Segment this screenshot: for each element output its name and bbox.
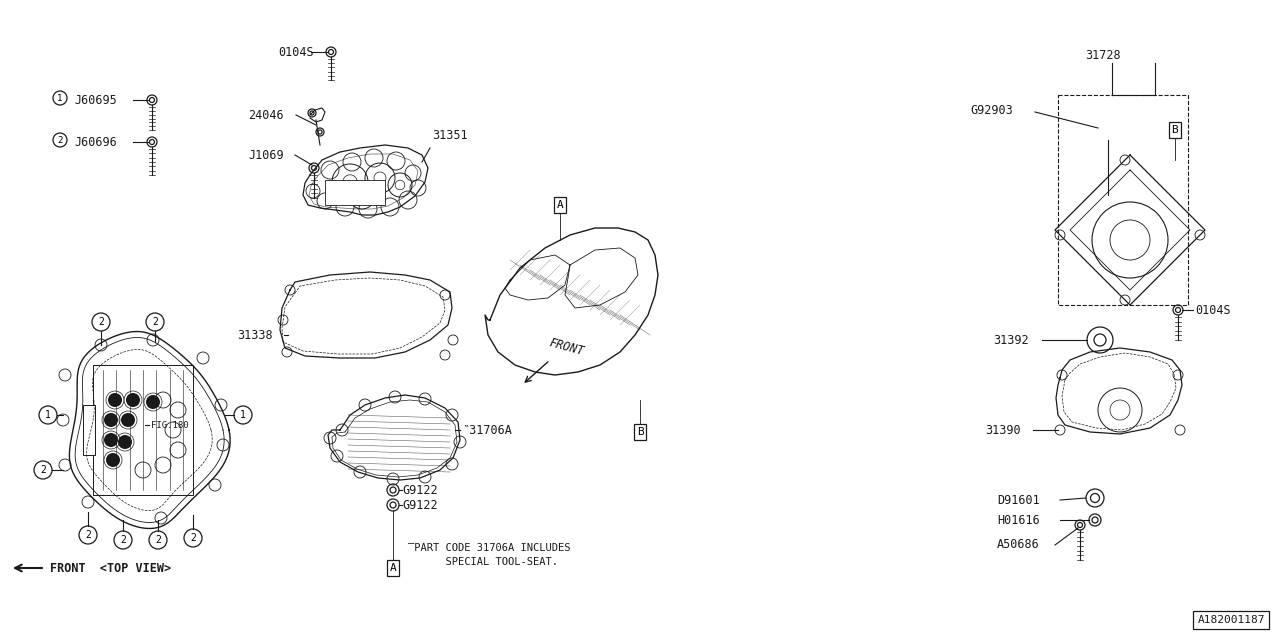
Text: SPECIAL TOOL-SEAT.: SPECIAL TOOL-SEAT.	[408, 557, 558, 567]
Text: 31392: 31392	[993, 333, 1029, 346]
Text: 2: 2	[155, 535, 161, 545]
Text: J60695: J60695	[74, 93, 116, 106]
Text: 24046: 24046	[248, 109, 284, 122]
Bar	[93, 365, 193, 495]
Text: FIG.180: FIG.180	[151, 420, 188, 429]
Bar	[1059, 95, 1188, 305]
Circle shape	[106, 453, 120, 467]
Text: FRONT  <TOP VIEW>: FRONT <TOP VIEW>	[50, 561, 172, 575]
Circle shape	[122, 413, 134, 427]
Text: 31728: 31728	[1085, 49, 1120, 61]
Text: ‾PART CODE 31706A INCLUDES: ‾PART CODE 31706A INCLUDES	[408, 543, 571, 553]
Bar	[325, 180, 385, 205]
Circle shape	[108, 393, 122, 407]
Text: 2: 2	[58, 136, 63, 145]
Text: ‶31706A: ‶31706A	[462, 424, 512, 436]
Text: 2: 2	[152, 317, 157, 327]
Text: 2: 2	[40, 465, 46, 475]
Text: A: A	[557, 200, 563, 210]
Text: 2: 2	[120, 535, 125, 545]
Text: D91601: D91601	[997, 493, 1039, 506]
Text: 2: 2	[189, 533, 196, 543]
Text: J60696: J60696	[74, 136, 116, 148]
Circle shape	[146, 395, 160, 409]
Text: A50686: A50686	[997, 538, 1039, 552]
Text: B: B	[636, 427, 644, 437]
Circle shape	[118, 435, 132, 449]
Text: A: A	[389, 563, 397, 573]
Text: 1: 1	[241, 410, 246, 420]
Text: G9122: G9122	[402, 499, 438, 511]
Circle shape	[125, 393, 140, 407]
Text: J1069: J1069	[248, 148, 284, 161]
Text: A182001187: A182001187	[1198, 615, 1265, 625]
Text: H01616: H01616	[997, 513, 1039, 527]
Text: 0104S: 0104S	[278, 45, 314, 58]
Circle shape	[104, 413, 118, 427]
Text: 2: 2	[84, 530, 91, 540]
Text: 0104S: 0104S	[1196, 303, 1230, 317]
Bar	[83, 405, 95, 455]
Text: 31351: 31351	[433, 129, 467, 141]
Text: 1: 1	[45, 410, 51, 420]
Text: 31390: 31390	[986, 424, 1020, 436]
Text: 2: 2	[99, 317, 104, 327]
Text: G92903: G92903	[970, 104, 1012, 116]
Text: 1: 1	[58, 93, 63, 102]
Text: FRONT: FRONT	[548, 336, 586, 358]
Text: 31338: 31338	[237, 328, 273, 342]
Circle shape	[104, 433, 118, 447]
Text: G9122: G9122	[402, 483, 438, 497]
Text: B: B	[1171, 125, 1179, 135]
